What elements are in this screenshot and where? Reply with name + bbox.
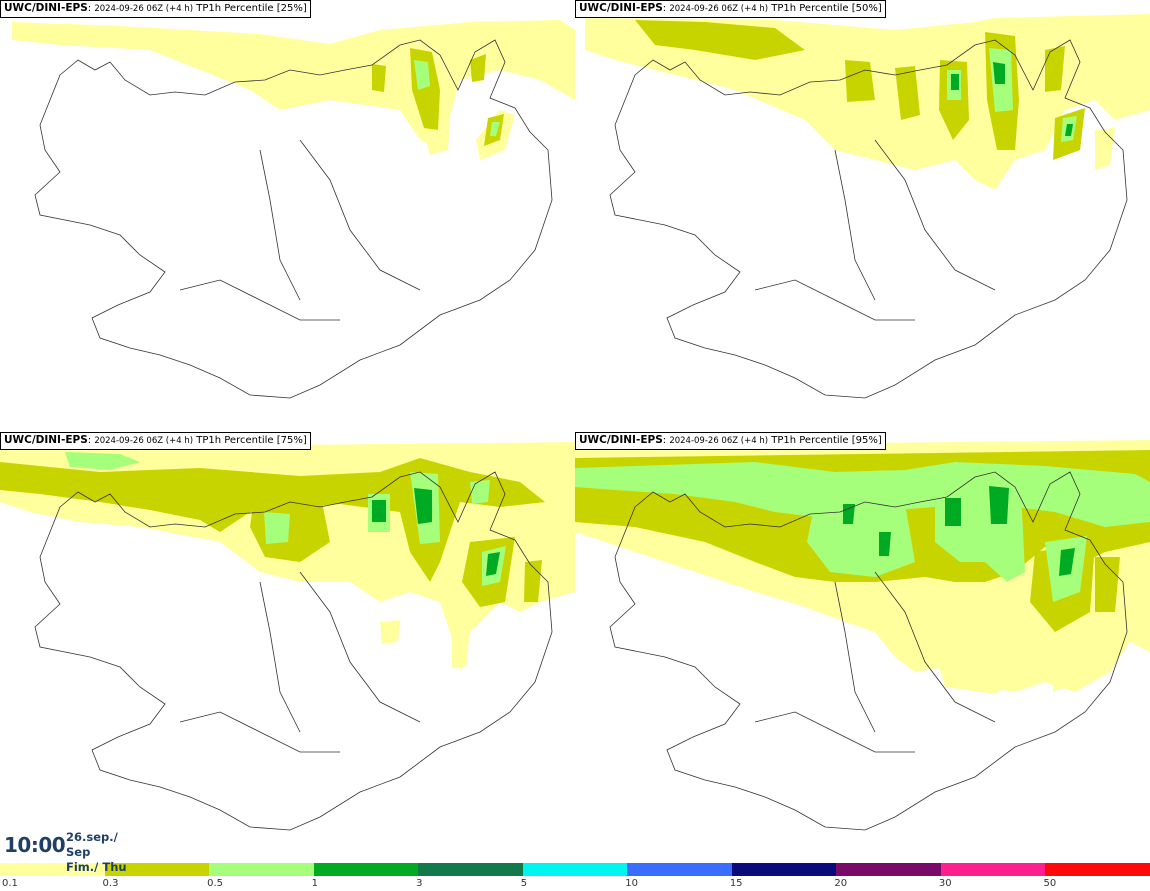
field-name: TP1h Percentile [75%] — [196, 435, 307, 446]
field-name: TP1h Percentile [25%] — [196, 3, 307, 14]
precip-blob-olive — [1045, 46, 1065, 92]
legend-swatch — [313, 863, 419, 876]
precip-blob-light — [1053, 612, 1085, 692]
precip-band-olive — [635, 20, 805, 60]
run-time: 2024-09-26 06Z (+4 h) — [669, 4, 769, 14]
valid-date: 26.sep./ Sep Fim./ Thu — [66, 830, 140, 875]
field-name: TP1h Percentile [95%] — [771, 435, 882, 446]
precip-blob-olive — [1095, 557, 1120, 612]
precip-blob-light — [452, 630, 470, 668]
precip-blob-olive — [524, 560, 542, 602]
legend-swatch — [418, 863, 523, 876]
precip-band-green — [575, 462, 1150, 527]
precip-blob-olive — [845, 60, 875, 102]
precip-blob-green — [470, 480, 490, 504]
legend-label: 15 — [729, 878, 743, 889]
precip-blob-dark-green — [879, 532, 891, 556]
precip-blob-dark-green — [372, 500, 386, 522]
precip-blob-dark-green — [989, 486, 1009, 524]
legend-swatch — [522, 863, 628, 876]
precip-map-p50 — [585, 14, 1150, 399]
map-panel-p75: UWC/DINI-EPS: 2024-09-26 06Z (+4 h) TP1h… — [0, 432, 575, 862]
precip-blob-green — [65, 452, 140, 470]
legend-swatch — [209, 863, 314, 876]
precip-band-olive — [0, 458, 545, 582]
model-name: UWC/DINI-EPS — [4, 2, 88, 14]
color-legend: 0.1 0.3 0.5 1 3 5 10 15 20 30 50 — [0, 862, 1150, 891]
legend-swatch — [731, 863, 837, 876]
map-panel-p25: UWC/DINI-EPS: 2024-09-26 06Z (+4 h) TP1h… — [0, 0, 575, 430]
legend-label: 3 — [416, 878, 423, 889]
precip-blob-olive — [470, 54, 486, 82]
precip-blob-olive — [895, 66, 920, 120]
panel-title: UWC/DINI-EPS: 2024-09-26 06Z (+4 h) TP1h… — [575, 0, 886, 18]
precip-blob-dark-green — [1059, 548, 1075, 576]
precip-blob-dark-green — [993, 62, 1005, 84]
map-panel-p95: UWC/DINI-EPS: 2024-09-26 06Z (+4 h) TP1h… — [575, 432, 1150, 862]
precip-blob-dark-green — [945, 498, 961, 526]
model-name: UWC/DINI-EPS — [579, 2, 663, 14]
legend-label: 10 — [625, 878, 638, 889]
precip-blob-light — [1095, 128, 1115, 170]
legend-swatch — [627, 863, 732, 876]
map-panel-p50: UWC/DINI-EPS: 2024-09-26 06Z (+4 h) TP1h… — [575, 0, 1150, 430]
date-line-1: 26.sep./ Sep — [66, 830, 118, 859]
precip-blob-olive — [250, 492, 330, 562]
iceland-coastline — [609, 471, 1128, 831]
precip-blob-dark-green — [843, 504, 855, 524]
legend-label: 50 — [1043, 878, 1057, 889]
legend-swatch — [940, 863, 1046, 876]
precip-blob-light — [380, 620, 400, 644]
precip-field — [12, 20, 575, 160]
legend-label: 30 — [938, 878, 952, 889]
legend-swatch — [1045, 863, 1150, 876]
precip-blob-green — [490, 122, 500, 136]
legend-label: 1 — [311, 878, 318, 889]
precip-blob-dark-green — [951, 74, 959, 90]
model-name: UWC/DINI-EPS — [579, 434, 663, 446]
precip-blob-green — [264, 512, 290, 544]
valid-time: 10:00 — [4, 833, 66, 857]
legend-swatch — [0, 863, 105, 876]
legend-colorbar — [0, 863, 1150, 876]
run-time: 2024-09-26 06Z (+4 h) — [94, 4, 194, 14]
precip-blob-green — [807, 502, 915, 577]
legend-label: 0.3 — [102, 878, 119, 889]
legend-swatch — [836, 863, 941, 876]
model-name: UWC/DINI-EPS — [4, 434, 88, 446]
legend-label: 0.1 — [2, 878, 18, 889]
legend-labels: 0.1 0.3 0.5 1 3 5 10 15 20 30 50 — [0, 878, 1150, 890]
panel-title: UWC/DINI-EPS: 2024-09-26 06Z (+4 h) TP1h… — [0, 432, 311, 450]
legend-label: 5 — [520, 878, 528, 889]
precip-blob-dark-green — [1065, 124, 1073, 136]
run-time: 2024-09-26 06Z (+4 h) — [94, 436, 194, 446]
legend-swatch — [104, 863, 210, 876]
iceland-coastline — [34, 39, 553, 399]
precip-blob-dark-green — [414, 488, 432, 524]
precip-field — [0, 442, 575, 672]
panel-title: UWC/DINI-EPS: 2024-09-26 06Z (+4 h) TP1h… — [575, 432, 886, 450]
precip-blob-dark-green — [486, 552, 500, 576]
date-line-2: Fim./ Thu — [66, 860, 127, 874]
legend-label: 0.5 — [207, 878, 223, 889]
precip-field — [585, 14, 1150, 190]
iceland-coastline — [34, 471, 553, 831]
legend-label: 20 — [834, 878, 848, 889]
valid-time-box: 10:00 26.sep./ Sep Fim./ Thu — [0, 826, 140, 874]
precip-map-p75 — [0, 442, 575, 831]
field-name: TP1h Percentile [50%] — [771, 3, 882, 14]
precip-blob-light — [935, 642, 1015, 694]
iceland-coastline — [609, 39, 1128, 399]
run-time: 2024-09-26 06Z (+4 h) — [669, 436, 769, 446]
precip-map-p25 — [12, 20, 575, 399]
precip-blob-olive — [372, 64, 386, 92]
panel-title: UWC/DINI-EPS: 2024-09-26 06Z (+4 h) TP1h… — [0, 0, 311, 18]
precip-field — [575, 440, 1150, 694]
precip-map-p95 — [575, 440, 1150, 831]
precip-blob-green — [414, 60, 430, 90]
